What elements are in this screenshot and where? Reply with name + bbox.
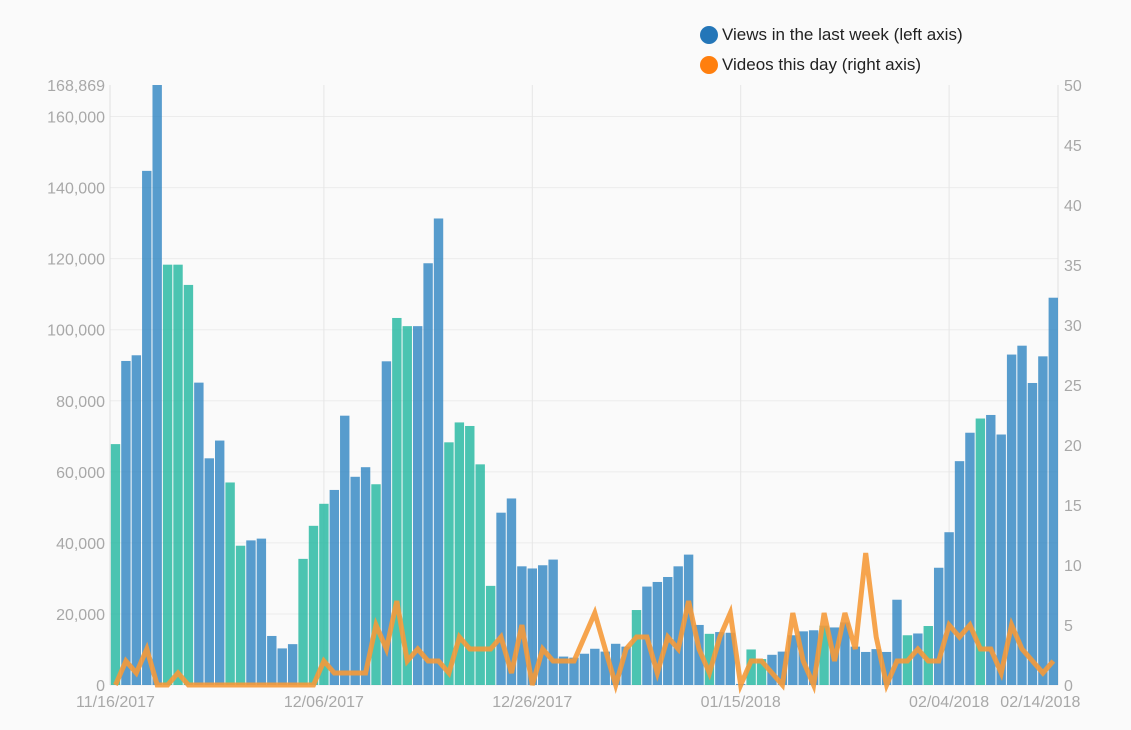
bar-views	[267, 636, 276, 685]
legend-swatch-views	[700, 26, 718, 44]
legend-item-views[interactable]: Views in the last week (left axis)	[700, 20, 963, 50]
bar-views	[184, 285, 193, 685]
y-left-tick-label: 80,000	[56, 394, 105, 411]
bar-views	[194, 383, 203, 685]
legend-swatch-videos	[700, 56, 718, 74]
bar-views	[236, 546, 245, 685]
y-right-tick-label: 50	[1064, 78, 1082, 95]
bar-views	[225, 482, 234, 685]
bar-views	[1028, 383, 1037, 685]
bar-views	[288, 644, 297, 685]
x-tick-label: 12/06/2017	[284, 694, 364, 711]
bar-views	[476, 464, 485, 685]
bar-views	[152, 85, 161, 685]
bar-views	[132, 355, 141, 685]
bar-views	[1017, 346, 1026, 685]
x-tick-label: 11/16/2017	[76, 694, 155, 711]
y-right-tick-label: 25	[1064, 378, 1082, 395]
bar-views	[330, 490, 339, 685]
y-left-tick-label: 0	[96, 678, 105, 695]
bar-views	[851, 647, 860, 685]
bar-views	[934, 568, 943, 685]
y-right-tick-label: 35	[1064, 258, 1082, 275]
y-left-tick-label: 160,000	[47, 110, 105, 127]
y-left-tick-label: 140,000	[47, 181, 105, 198]
chart-legend: Views in the last week (left axis) Video…	[700, 20, 963, 80]
bar-views	[632, 610, 641, 685]
bar-views	[663, 577, 672, 685]
bar-views	[1049, 298, 1058, 685]
bar-views	[861, 652, 870, 685]
bar-views	[486, 586, 495, 685]
y-right-tick-label: 45	[1064, 138, 1082, 155]
y-right-tick-label: 30	[1064, 318, 1082, 335]
bar-views	[205, 458, 214, 685]
bar-views	[246, 540, 255, 685]
bar-views	[413, 326, 422, 685]
y-left-tick-label: 20,000	[56, 607, 105, 624]
bar-views	[434, 218, 443, 685]
bar-views	[309, 526, 318, 685]
bar-views	[173, 265, 182, 685]
y-left-tick-label: 100,000	[47, 323, 105, 340]
y-right-tick-label: 15	[1064, 498, 1082, 515]
x-tick-label: 12/26/2017	[492, 694, 572, 711]
legend-item-videos[interactable]: Videos this day (right axis)	[700, 50, 963, 80]
bar-views	[965, 433, 974, 685]
y-left-tick-label: 168,869	[47, 78, 105, 95]
bar-views	[496, 513, 505, 685]
bar-views	[257, 539, 266, 685]
y-right-tick-label: 40	[1064, 198, 1082, 215]
bar-views	[913, 633, 922, 685]
bar-views	[340, 416, 349, 685]
bar-views	[548, 560, 557, 685]
y-right-tick-label: 10	[1064, 558, 1082, 575]
bar-views	[111, 444, 120, 685]
bar-views	[215, 441, 224, 685]
bar-views	[298, 559, 307, 685]
bar-views	[944, 532, 953, 685]
y-right-tick-label: 0	[1064, 678, 1073, 695]
y-left-tick-label: 40,000	[56, 536, 105, 553]
bar-views	[371, 484, 380, 685]
bar-views	[444, 442, 453, 685]
y-right-tick-label: 20	[1064, 438, 1082, 455]
legend-label-views: Views in the last week (left axis)	[722, 25, 963, 45]
bar-views	[278, 648, 287, 685]
bar-views	[350, 477, 359, 685]
y-left-tick-label: 120,000	[47, 252, 105, 269]
bar-views	[580, 654, 589, 685]
x-tick-label: 02/14/2018	[1000, 694, 1080, 711]
bar-views	[423, 263, 432, 685]
legend-label-videos: Videos this day (right axis)	[722, 55, 921, 75]
x-tick-label: 01/15/2018	[701, 694, 781, 711]
bar-views	[121, 361, 130, 685]
y-left-tick-label: 60,000	[56, 465, 105, 482]
bar-views	[955, 461, 964, 685]
bar-views	[1038, 356, 1047, 685]
bar-views	[590, 649, 599, 685]
bar-views	[163, 265, 172, 685]
bar-views	[986, 415, 995, 685]
y-right-tick-label: 5	[1064, 618, 1073, 635]
bar-views	[142, 171, 151, 685]
x-tick-label: 02/04/2018	[909, 694, 989, 711]
